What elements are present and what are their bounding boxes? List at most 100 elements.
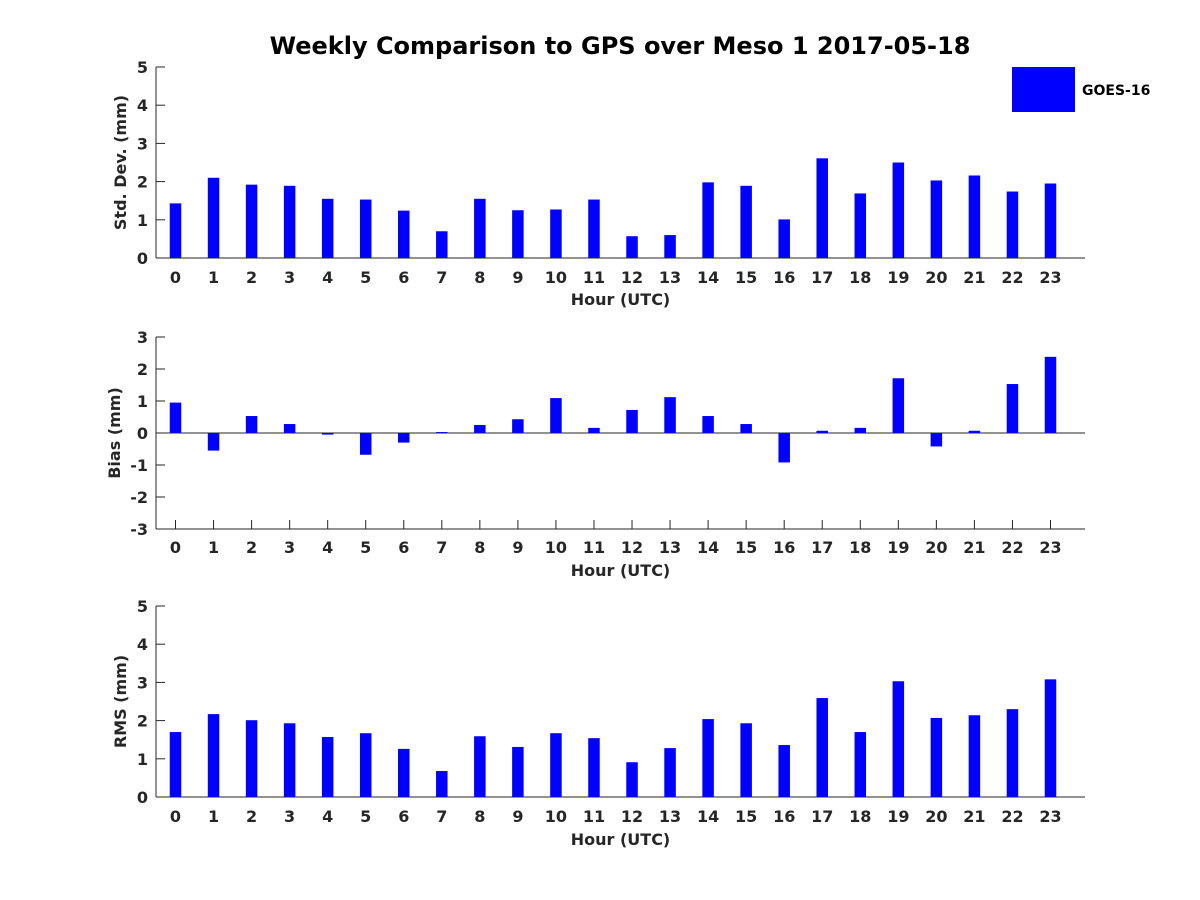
bar-rms-9 <box>512 746 524 797</box>
bar-bias-7 <box>436 432 448 434</box>
y-axis-label: Bias (mm) <box>105 387 124 479</box>
bar-std-17 <box>816 158 828 258</box>
x-tick-label: 16 <box>773 538 795 557</box>
bar-rms-5 <box>359 733 372 797</box>
x-tick-label: 4 <box>322 807 333 826</box>
x-tick-label: 15 <box>735 538 757 557</box>
bar-std-11 <box>588 199 600 258</box>
x-tick-label: 3 <box>284 268 295 287</box>
x-tick-label: 0 <box>170 807 181 826</box>
x-tick-label: 9 <box>512 807 523 826</box>
bar-bias-18 <box>854 427 867 433</box>
y-tick-label: 0 <box>137 249 148 268</box>
x-tick-label: 3 <box>284 538 295 557</box>
bar-rms-4 <box>321 737 334 797</box>
bar-bias-4 <box>321 433 334 435</box>
bar-std-21 <box>968 175 981 258</box>
x-tick-label: 5 <box>360 268 371 287</box>
x-tick-label: 20 <box>925 807 947 826</box>
bar-rms-11 <box>588 738 600 797</box>
x-tick-label: 23 <box>1039 538 1061 557</box>
x-tick-label: 14 <box>697 538 719 557</box>
bar-bias-16 <box>778 433 790 463</box>
bar-bias-23 <box>1044 356 1057 433</box>
bar-rms-3 <box>283 723 296 797</box>
bar-std-13 <box>664 235 676 258</box>
x-tick-label: 17 <box>811 807 833 826</box>
y-tick-label: 5 <box>137 58 148 77</box>
x-tick-label: 22 <box>1001 268 1023 287</box>
bar-rms-10 <box>550 733 562 797</box>
x-tick-label: 1 <box>208 538 219 557</box>
bar-bias-11 <box>588 427 600 433</box>
bar-rms-17 <box>816 698 828 797</box>
x-tick-label: 0 <box>170 538 181 557</box>
x-tick-label: 4 <box>322 268 333 287</box>
x-tick-label: 9 <box>512 538 523 557</box>
bar-bias-20 <box>930 433 943 447</box>
bar-rms-18 <box>854 732 867 797</box>
x-tick-label: 1 <box>208 807 219 826</box>
bar-rms-1 <box>207 714 220 797</box>
x-tick-label: 23 <box>1039 807 1061 826</box>
y-tick-label: 4 <box>137 96 148 115</box>
x-tick-label: 20 <box>925 268 947 287</box>
x-tick-label: 3 <box>284 807 295 826</box>
chart-title: Weekly Comparison to GPS over Meso 1 201… <box>270 32 971 60</box>
x-tick-label: 2 <box>246 268 257 287</box>
bar-bias-21 <box>968 430 981 433</box>
x-tick-label: 0 <box>170 268 181 287</box>
y-tick-label: 2 <box>137 712 148 731</box>
bar-std-8 <box>474 198 486 258</box>
x-tick-label: 13 <box>659 268 681 287</box>
y-tick-label: 2 <box>137 360 148 379</box>
y-tick-label: 5 <box>137 597 148 616</box>
x-tick-label: 14 <box>697 268 719 287</box>
bar-std-23 <box>1044 183 1057 258</box>
x-tick-label: 2 <box>246 538 257 557</box>
bar-std-1 <box>207 177 220 258</box>
bar-std-10 <box>550 209 562 258</box>
x-axis-label: Hour (UTC) <box>571 830 671 849</box>
x-tick-label: 12 <box>621 268 643 287</box>
x-tick-label: 10 <box>545 268 567 287</box>
bar-bias-17 <box>816 430 828 433</box>
y-axis-label: RMS (mm) <box>111 655 130 748</box>
x-tick-label: 8 <box>474 538 485 557</box>
x-tick-label: 8 <box>474 268 485 287</box>
x-tick-label: 16 <box>773 268 795 287</box>
x-tick-label: 4 <box>322 538 333 557</box>
bar-rms-2 <box>245 720 258 797</box>
bar-bias-9 <box>512 419 524 433</box>
x-tick-label: 18 <box>849 538 871 557</box>
x-tick-label: 6 <box>398 807 409 826</box>
bar-std-20 <box>930 180 943 258</box>
x-tick-label: 15 <box>735 807 757 826</box>
bar-rms-0 <box>169 732 182 797</box>
bar-rms-22 <box>1006 709 1019 797</box>
bar-bias-0 <box>169 402 182 433</box>
bar-bias-2 <box>245 416 258 433</box>
x-tick-label: 14 <box>697 807 719 826</box>
bar-bias-15 <box>740 424 752 433</box>
bar-rms-20 <box>930 717 943 797</box>
x-tick-label: 2 <box>246 807 257 826</box>
x-tick-label: 15 <box>735 268 757 287</box>
x-tick-label: 17 <box>811 538 833 557</box>
x-tick-label: 13 <box>659 538 681 557</box>
x-tick-label: 18 <box>849 807 871 826</box>
bar-std-0 <box>169 203 182 258</box>
bar-std-19 <box>892 162 905 258</box>
x-tick-label: 6 <box>398 538 409 557</box>
y-tick-label: 1 <box>137 392 148 411</box>
legend-label-goes16: GOES-16 <box>1082 83 1150 99</box>
x-axis-label: Hour (UTC) <box>571 290 671 309</box>
x-tick-label: 21 <box>963 268 985 287</box>
bar-rms-13 <box>664 748 676 797</box>
bar-std-16 <box>778 219 790 258</box>
x-axis-label: Hour (UTC) <box>571 561 671 580</box>
bar-std-22 <box>1006 191 1019 258</box>
bar-rms-21 <box>968 715 981 797</box>
